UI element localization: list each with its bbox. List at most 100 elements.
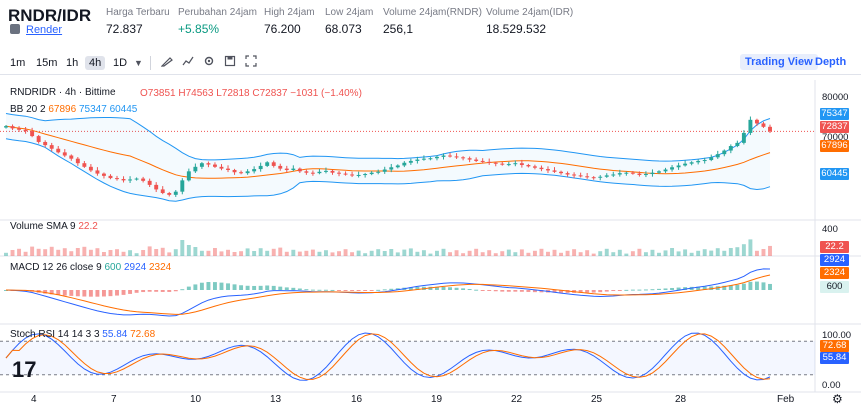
view-trading-view[interactable]: Trading View [740,54,818,70]
candle-body [428,158,433,160]
bollinger-bands [5,113,771,202]
candle-body [30,131,35,137]
volume-bar [43,249,48,256]
volume-bar [17,248,22,256]
macd-histogram-bar [199,282,204,290]
macd-histogram-bar [49,290,54,295]
timeframe-4h[interactable]: 4h [85,56,106,70]
timeframe-1d[interactable]: 1D [113,57,128,69]
fullscreen-icon[interactable] [245,55,257,70]
macd-histogram-bar [702,286,707,290]
macd-histogram-bar [193,284,198,290]
candle-body [180,180,185,192]
volume-bar [709,250,714,256]
stat-value: +5.85% [178,22,220,36]
candle-body [62,152,67,156]
candle-body [271,162,276,166]
token-link[interactable]: Render [26,24,63,36]
volume-bar [500,251,505,256]
ohlc-o-value: 73851 [147,88,176,99]
settings-icon[interactable] [203,55,215,70]
macd-histogram-bar [598,290,603,293]
volume-bar [108,250,113,256]
volume-bar [395,252,400,256]
candle-body [297,168,302,172]
stat-label: Harga Terbaru [106,7,170,18]
candle-body [676,165,681,168]
macd-histogram-bar [310,289,315,291]
macd-histogram-bar [415,286,420,290]
candle-body [75,158,80,164]
candle-body [741,132,746,143]
candle-body [598,176,603,178]
rsi-k-value: 55.84 [102,329,128,340]
volume-bar [428,253,433,256]
view-depth[interactable]: Depth [815,56,847,68]
chart-area[interactable] [0,80,861,412]
candle-body [121,179,126,181]
macd-histogram-bar [69,290,74,296]
candle-body [245,171,250,174]
volume-bar [715,248,720,256]
line-tool-icon[interactable] [160,55,173,70]
candle-body [578,175,583,177]
candle-body [284,168,289,170]
macd-histogram-bar [722,285,727,290]
stat-volume-rndr: Volume 24jam(RNDR) 256,1 [383,7,482,36]
candle-body [585,176,590,178]
volume-bar [454,250,459,256]
volume-bar [382,251,387,256]
timeframe-15m[interactable]: 15m [36,57,58,69]
candle-body [82,163,87,167]
save-icon[interactable] [224,55,236,70]
volume-bar [69,251,74,256]
macd-histogram-bar [167,290,172,292]
macd-histogram-bar [578,290,583,293]
macd-label: MACD 12 26 close 9 [10,262,102,273]
macd-histogram-bar [768,283,772,290]
chevron-down-icon[interactable]: ▼ [134,58,143,68]
candle-body [101,173,106,176]
stat-value: 256,1 [383,22,414,36]
x-tick: 7 [111,394,117,405]
macd-histogram-bar [108,290,113,297]
volume-bar [343,249,348,256]
bb-upper-line [5,113,771,162]
candle-body [696,160,701,163]
settings-icon[interactable]: ⚙ [832,392,843,406]
macd-signal-value: 2324 [149,262,172,273]
macd-histogram-bar [376,289,381,291]
macd-histogram-bar [43,290,48,294]
volume-label: Volume SMA 9 [10,221,76,232]
candle-body [382,169,387,172]
candle-body [637,173,642,175]
bb-basis-value: 67896 [48,104,77,115]
timeframe-1h[interactable]: 1h [66,57,79,69]
volume-bar [722,250,727,256]
candle-body [324,170,328,172]
candle-body [552,170,557,172]
macd-histogram-bar [676,287,681,290]
macd-histogram-bar [513,290,518,292]
volume-bar [657,252,661,256]
volume-bar [565,250,570,256]
ohlc-change: −1031 (−1.40%) [290,88,362,99]
candle-body [421,158,426,160]
candle-body [624,172,629,174]
macd-histogram-bar [121,290,126,295]
macd-histogram-bar [696,286,701,290]
timeframe-1m[interactable]: 1m [10,57,26,69]
candle-body [226,168,230,170]
candle-body [17,128,22,130]
volume-bar [578,252,583,256]
volume-bar [493,253,498,256]
candle-body [278,165,283,169]
candle-body [56,148,61,153]
chart-type-icon[interactable] [182,55,194,70]
macd-histogram-bar [480,290,485,291]
candle-body [493,162,498,164]
macd-histogram-bar [604,290,609,292]
stat-label: High 24jam [264,7,315,18]
bb-upper-value: 75347 [78,104,107,115]
macd-histogram-bar [278,286,283,290]
